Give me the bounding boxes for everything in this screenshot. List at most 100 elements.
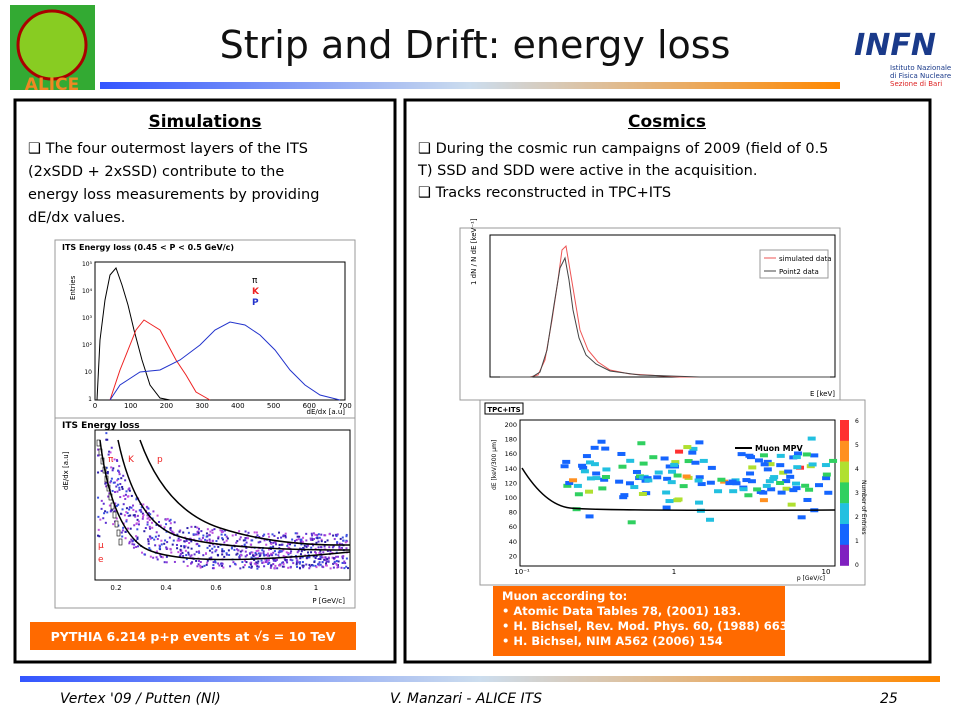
dot <box>187 553 190 556</box>
dot <box>262 534 265 537</box>
dot <box>136 514 139 517</box>
dot <box>147 538 150 541</box>
cell <box>694 478 703 483</box>
cell <box>626 458 635 463</box>
dot <box>115 505 118 508</box>
x-tick-label: 0.8 <box>260 584 271 592</box>
plot-axes <box>489 234 836 378</box>
dot <box>184 545 187 548</box>
dot <box>317 546 320 549</box>
dot <box>278 543 281 546</box>
dot <box>190 547 193 550</box>
colorbar <box>840 420 849 566</box>
hist-p <box>109 321 341 401</box>
dot <box>264 558 267 561</box>
cell <box>777 490 786 495</box>
dot <box>257 560 260 563</box>
dot <box>121 485 124 488</box>
dot <box>160 543 163 546</box>
cell <box>580 469 589 474</box>
note-line: • Atomic Data Tables 78, (2001) 183. <box>502 604 742 618</box>
cell <box>797 515 806 520</box>
cell <box>601 446 610 451</box>
dot <box>109 510 112 513</box>
dot <box>285 560 288 563</box>
dot <box>179 529 182 532</box>
dot <box>301 561 304 564</box>
dot <box>274 564 277 567</box>
dot <box>135 546 138 549</box>
dot <box>133 524 136 527</box>
x-tick-label: 100 <box>124 402 137 410</box>
dot <box>212 564 215 567</box>
dot <box>182 560 185 563</box>
dot <box>130 506 133 509</box>
dot <box>315 552 318 555</box>
dot <box>334 533 337 536</box>
dot <box>108 450 111 453</box>
dot <box>151 517 154 520</box>
dot <box>231 534 234 537</box>
bullet-line: ❑ During the cosmic run campaigns of 200… <box>418 141 829 157</box>
dot <box>245 561 248 564</box>
cell <box>688 450 697 455</box>
dot <box>135 497 138 500</box>
dot <box>105 466 108 469</box>
dot <box>236 552 239 555</box>
dot <box>262 553 265 556</box>
dot <box>208 540 211 543</box>
dot <box>298 562 301 565</box>
dot <box>298 535 301 538</box>
dot <box>211 543 214 546</box>
dot <box>239 567 242 570</box>
dot <box>320 538 323 541</box>
dot <box>257 565 260 568</box>
dot <box>195 559 198 562</box>
cell <box>585 514 594 519</box>
dot <box>149 555 152 558</box>
dot <box>286 552 289 555</box>
dot <box>105 481 108 484</box>
dot <box>185 558 188 561</box>
dot <box>339 537 342 540</box>
dot <box>328 546 331 549</box>
dot <box>118 473 121 476</box>
cell <box>671 460 680 465</box>
dot <box>143 553 146 556</box>
dot <box>241 549 244 552</box>
dot <box>250 556 253 559</box>
cell <box>810 453 819 458</box>
dot <box>312 538 315 541</box>
dot <box>285 551 288 554</box>
dot <box>311 564 314 567</box>
dot <box>178 555 181 558</box>
dot <box>177 537 180 540</box>
dot <box>203 564 206 567</box>
cell <box>822 476 831 481</box>
dot <box>184 549 187 552</box>
dot <box>138 509 141 512</box>
dot <box>276 567 279 570</box>
dot <box>319 549 322 552</box>
dot <box>250 565 253 568</box>
dot <box>196 565 199 568</box>
cell <box>792 486 801 491</box>
dot <box>195 533 198 536</box>
dot <box>204 538 207 541</box>
dot <box>268 561 271 564</box>
dot <box>244 559 247 562</box>
dot <box>314 547 317 550</box>
cell <box>792 481 801 486</box>
cell <box>801 483 810 488</box>
dot <box>314 551 317 554</box>
dot <box>141 512 144 515</box>
dot <box>115 517 118 520</box>
dot <box>255 531 258 534</box>
dot <box>254 554 257 557</box>
dot <box>310 551 313 554</box>
dot <box>171 543 174 546</box>
dot <box>260 559 263 562</box>
cell <box>699 458 708 463</box>
dot <box>336 533 339 536</box>
